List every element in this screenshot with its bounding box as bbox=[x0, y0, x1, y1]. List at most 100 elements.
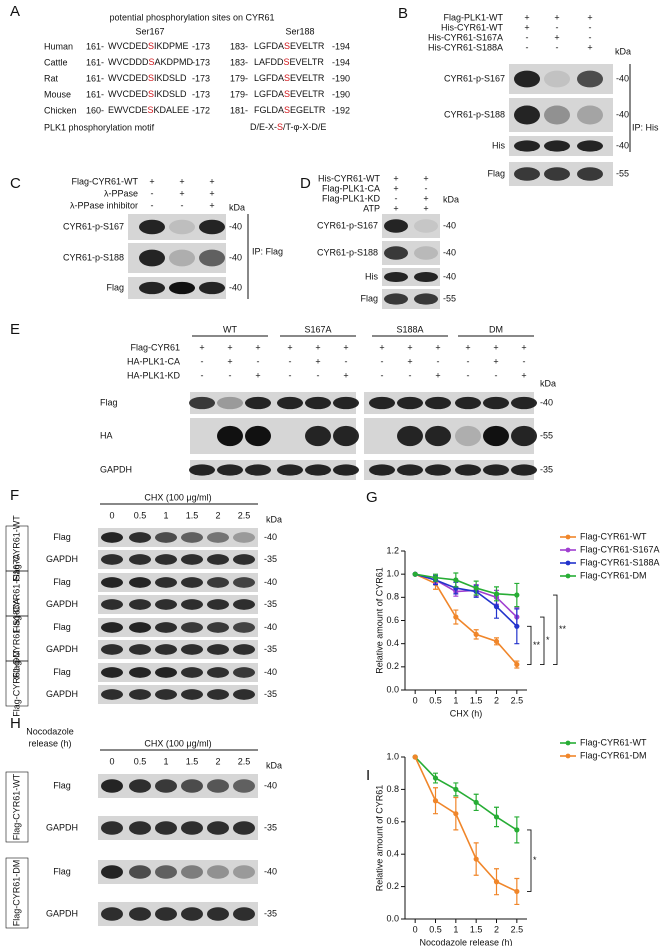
condition-label: λ-PPase bbox=[104, 188, 138, 198]
time-label: 1 bbox=[163, 510, 168, 520]
sequence-part: S bbox=[277, 122, 283, 132]
sequence-part: S bbox=[149, 57, 155, 67]
band bbox=[181, 779, 203, 793]
condition-sign: + bbox=[315, 356, 320, 366]
band bbox=[511, 396, 537, 410]
band bbox=[207, 622, 229, 633]
size-marker: -40 bbox=[229, 221, 242, 231]
condition-sign: - bbox=[381, 370, 384, 380]
band bbox=[207, 907, 229, 921]
x-tick-label: 0 bbox=[413, 695, 418, 705]
condition-sign: + bbox=[493, 342, 498, 352]
blot-label: CYR61-p-S188 bbox=[444, 109, 505, 119]
band bbox=[181, 532, 203, 543]
condition-sign: + bbox=[209, 188, 214, 198]
band bbox=[155, 865, 177, 879]
group-box bbox=[5, 660, 29, 707]
band bbox=[181, 554, 203, 565]
size-marker: -40 bbox=[264, 780, 277, 790]
y-tick-label: 0.0 bbox=[386, 684, 399, 694]
blot-label: Flag bbox=[53, 532, 71, 542]
condition-sign: - bbox=[556, 22, 559, 32]
condition-sign: + bbox=[179, 188, 184, 198]
legend-marker bbox=[565, 753, 571, 759]
band bbox=[101, 865, 123, 879]
group-label: S167A bbox=[304, 324, 331, 334]
condition-sign: + bbox=[435, 342, 440, 352]
band bbox=[129, 577, 151, 588]
band bbox=[101, 532, 123, 543]
species: Mouse bbox=[44, 89, 71, 99]
group-label: Flag-CYR61-DM bbox=[11, 860, 21, 927]
band bbox=[233, 644, 255, 655]
blot-label: Flag bbox=[53, 577, 71, 587]
band bbox=[129, 865, 151, 879]
blot-label: GAPDH bbox=[46, 554, 78, 564]
residue-end: -172 bbox=[192, 105, 210, 115]
band bbox=[384, 271, 408, 283]
band bbox=[129, 689, 151, 700]
band bbox=[129, 779, 151, 793]
data-point bbox=[412, 754, 418, 760]
blot-label: GAPDH bbox=[46, 599, 78, 609]
condition-sign: - bbox=[409, 370, 412, 380]
y-tick-label: 0.0 bbox=[386, 913, 399, 923]
x-axis-label: Nocodazole release (h) bbox=[419, 937, 512, 946]
data-point bbox=[412, 571, 418, 577]
band bbox=[397, 464, 423, 476]
species: Cattle bbox=[44, 57, 68, 67]
condition-sign: - bbox=[229, 370, 232, 380]
band bbox=[217, 425, 243, 447]
condition-sign: + bbox=[209, 176, 214, 186]
kda-label: kDa bbox=[615, 46, 631, 56]
size-marker: -35 bbox=[264, 644, 277, 654]
band bbox=[414, 293, 438, 305]
blot-label: Flag bbox=[53, 622, 71, 632]
blot-label: Flag bbox=[53, 866, 71, 876]
sequence-part: D/E-X- bbox=[250, 122, 277, 132]
sequence-part: WVCDED bbox=[108, 73, 148, 83]
sequence-part: EGELTR bbox=[290, 105, 326, 115]
significance-bracket bbox=[540, 616, 545, 665]
band bbox=[181, 689, 203, 700]
x-axis-label: CHX (h) bbox=[450, 708, 483, 718]
condition-sign: + bbox=[379, 342, 384, 352]
data-point bbox=[453, 577, 459, 583]
y-tick-label: 1.0 bbox=[386, 569, 399, 579]
condition-sign: + bbox=[149, 176, 154, 186]
residue-end: -194 bbox=[332, 57, 350, 67]
sequence-part: LGFDA bbox=[254, 73, 284, 83]
size-marker: -55 bbox=[616, 168, 629, 178]
sequence-part: IKDSLD bbox=[154, 73, 187, 83]
blot bbox=[190, 418, 356, 454]
condition-sign: - bbox=[526, 42, 529, 52]
condition-sign: + bbox=[407, 356, 412, 366]
band bbox=[233, 622, 255, 633]
sequence-part: S bbox=[284, 41, 290, 51]
band bbox=[155, 554, 177, 565]
sequence-part: S bbox=[148, 41, 154, 51]
condition-sign: + bbox=[423, 203, 428, 213]
legend-label: Flag-CYR61-S188A bbox=[580, 557, 660, 567]
residue-end: -173 bbox=[192, 57, 210, 67]
treatment-label: CHX (100 μg/ml) bbox=[144, 738, 211, 748]
band bbox=[511, 464, 537, 476]
band bbox=[155, 779, 177, 793]
size-marker: -40 bbox=[264, 532, 277, 542]
band bbox=[217, 396, 243, 410]
band bbox=[233, 599, 255, 610]
band bbox=[129, 821, 151, 835]
data-point bbox=[493, 879, 500, 885]
legend-label: Flag-CYR61-WT bbox=[580, 531, 647, 541]
band bbox=[129, 667, 151, 678]
band bbox=[577, 70, 603, 88]
condition-sign: + bbox=[179, 176, 184, 186]
condition-label: HA-PLK1-CA bbox=[127, 356, 180, 366]
sequence-part: EVELTR bbox=[290, 57, 325, 67]
band bbox=[217, 464, 243, 476]
band bbox=[483, 464, 509, 476]
band bbox=[129, 644, 151, 655]
band bbox=[169, 281, 195, 295]
band bbox=[397, 396, 423, 410]
condition-label: His-CYR61-S188A bbox=[428, 42, 503, 52]
